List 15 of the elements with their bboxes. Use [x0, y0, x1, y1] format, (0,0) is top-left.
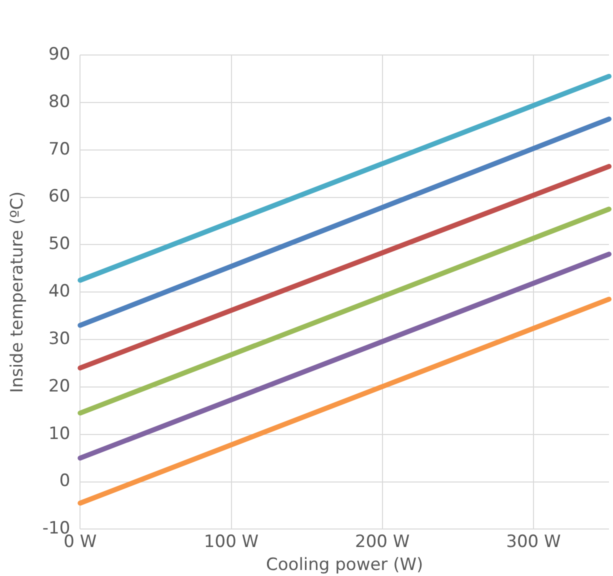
y-tick-label: 30	[48, 328, 70, 349]
y-tick-label: 90	[48, 44, 70, 64]
y-axis-title: Inside temperature (ºC)	[8, 191, 28, 393]
y-tick-label: 70	[48, 139, 70, 160]
y-tick-label: 60	[48, 186, 70, 207]
y-tick-label: 0	[59, 471, 70, 492]
x-axis-title: Cooling power (W)	[266, 555, 424, 576]
y-tick-label: 20	[48, 376, 70, 396]
x-tick-label: 200 W	[355, 532, 410, 552]
y-tick-label: 40	[48, 282, 70, 302]
y-tick-label: 80	[48, 92, 70, 112]
x-tick-label: 300 W	[506, 532, 561, 552]
y-tick-label: 50	[48, 234, 70, 254]
x-tick-label: 100 W	[204, 532, 259, 552]
y-tick-label: 10	[48, 424, 70, 444]
